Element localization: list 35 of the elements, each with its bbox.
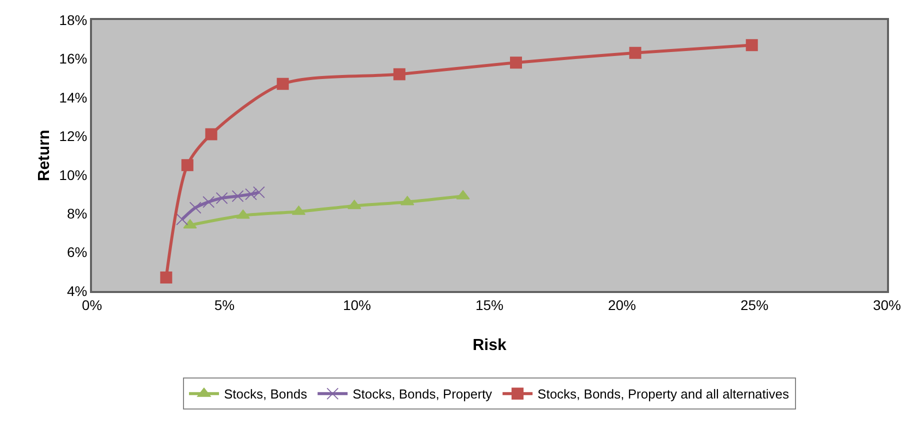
point bbox=[510, 56, 522, 69]
point bbox=[276, 78, 289, 90]
y-tick-label: 14% bbox=[59, 89, 88, 106]
point bbox=[629, 46, 642, 59]
x-tick-label: 10% bbox=[342, 296, 372, 313]
point bbox=[205, 128, 218, 140]
point bbox=[252, 186, 265, 198]
y-axis-title: Return bbox=[36, 130, 53, 182]
y-tick-label: 16% bbox=[59, 50, 88, 67]
x-tick-label: 0% bbox=[82, 296, 102, 313]
y-tick-label: 18% bbox=[59, 12, 88, 28]
x-tick-label: 15% bbox=[475, 296, 504, 313]
x-tick-label: 20% bbox=[608, 296, 636, 313]
point bbox=[216, 192, 228, 204]
point bbox=[160, 271, 172, 284]
x-tick-label: 25% bbox=[740, 296, 769, 313]
point bbox=[746, 39, 758, 52]
point bbox=[189, 202, 202, 214]
y-tick-label: 12% bbox=[59, 128, 88, 144]
point bbox=[202, 196, 215, 208]
point bbox=[181, 159, 194, 172]
x-tick-label: 30% bbox=[872, 296, 902, 313]
y-tick-label: 8% bbox=[66, 205, 88, 222]
y-tick-label: 4% bbox=[66, 282, 88, 299]
point bbox=[348, 200, 362, 210]
legend-label: Stocks, Bonds bbox=[224, 386, 308, 402]
legend-label: Stocks, Bonds, Property bbox=[352, 386, 493, 402]
x-tick-label: 5% bbox=[214, 296, 235, 313]
point bbox=[176, 213, 188, 226]
legend-label: Stocks, Bonds, Property and all alternatives bbox=[538, 386, 790, 402]
point bbox=[393, 68, 406, 80]
x-axis-title: Risk bbox=[472, 337, 506, 354]
point bbox=[400, 196, 414, 206]
y-tick-label: 10% bbox=[59, 166, 88, 183]
y-tick-label: 6% bbox=[66, 244, 88, 260]
